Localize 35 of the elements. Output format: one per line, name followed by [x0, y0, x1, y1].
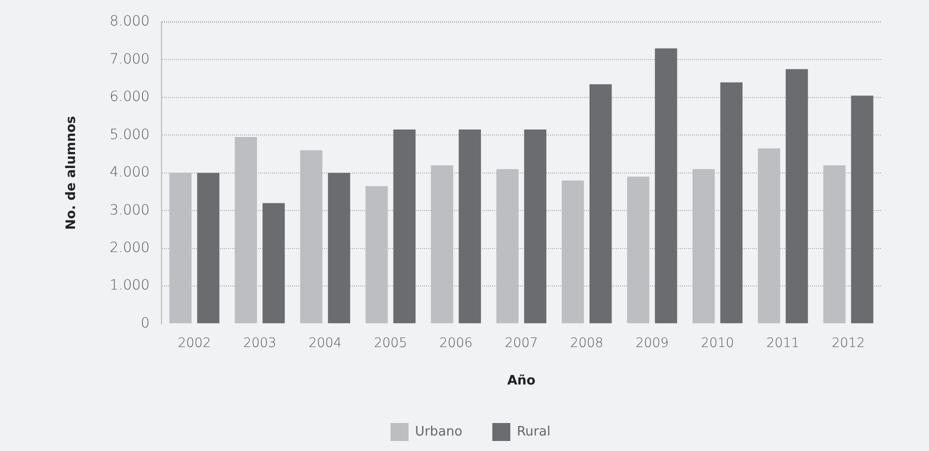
- bar: [393, 130, 416, 324]
- x-tick-label: 2006: [439, 336, 472, 351]
- y-tick-label: 6.000: [110, 89, 150, 106]
- y-tick-label: 3.000: [110, 202, 150, 218]
- x-axis-title: Año: [507, 374, 536, 389]
- bar: [197, 172, 220, 324]
- bar: [262, 203, 285, 324]
- legend-label: Urbano: [415, 424, 462, 440]
- legend-label: Rural: [516, 424, 550, 440]
- x-tick-label: 2002: [178, 336, 211, 351]
- bar: [590, 84, 612, 324]
- y-axis-title: No. de alumnos: [64, 116, 80, 230]
- x-tick-label: 2012: [832, 336, 865, 351]
- y-tick-label: 2.000: [110, 240, 150, 256]
- y-tick-label: 5.000: [110, 126, 150, 143]
- x-tick-label: 2011: [766, 336, 800, 351]
- bar: [328, 172, 350, 324]
- y-tick-label: 0: [140, 315, 150, 332]
- bar: [720, 82, 743, 324]
- bar: [458, 130, 481, 324]
- y-tick-label: 4.000: [110, 164, 150, 181]
- bar: [851, 96, 874, 324]
- bar: [524, 130, 546, 324]
- bar: [654, 48, 678, 324]
- x-tick-label: 2005: [374, 336, 408, 351]
- y-tick-label: 1.000: [110, 278, 150, 294]
- bar: [786, 69, 808, 324]
- x-tick-label: 2009: [636, 336, 669, 351]
- x-tick-label: 2007: [504, 336, 538, 351]
- x-tick-label: 2004: [308, 336, 342, 351]
- x-tick-label: 2008: [570, 336, 604, 351]
- y-tick-label: 8.000: [110, 14, 150, 30]
- y-tick-label: 7.000: [110, 51, 150, 68]
- x-tick-label: 2003: [243, 336, 276, 351]
- x-tick-label: 2010: [700, 336, 734, 351]
